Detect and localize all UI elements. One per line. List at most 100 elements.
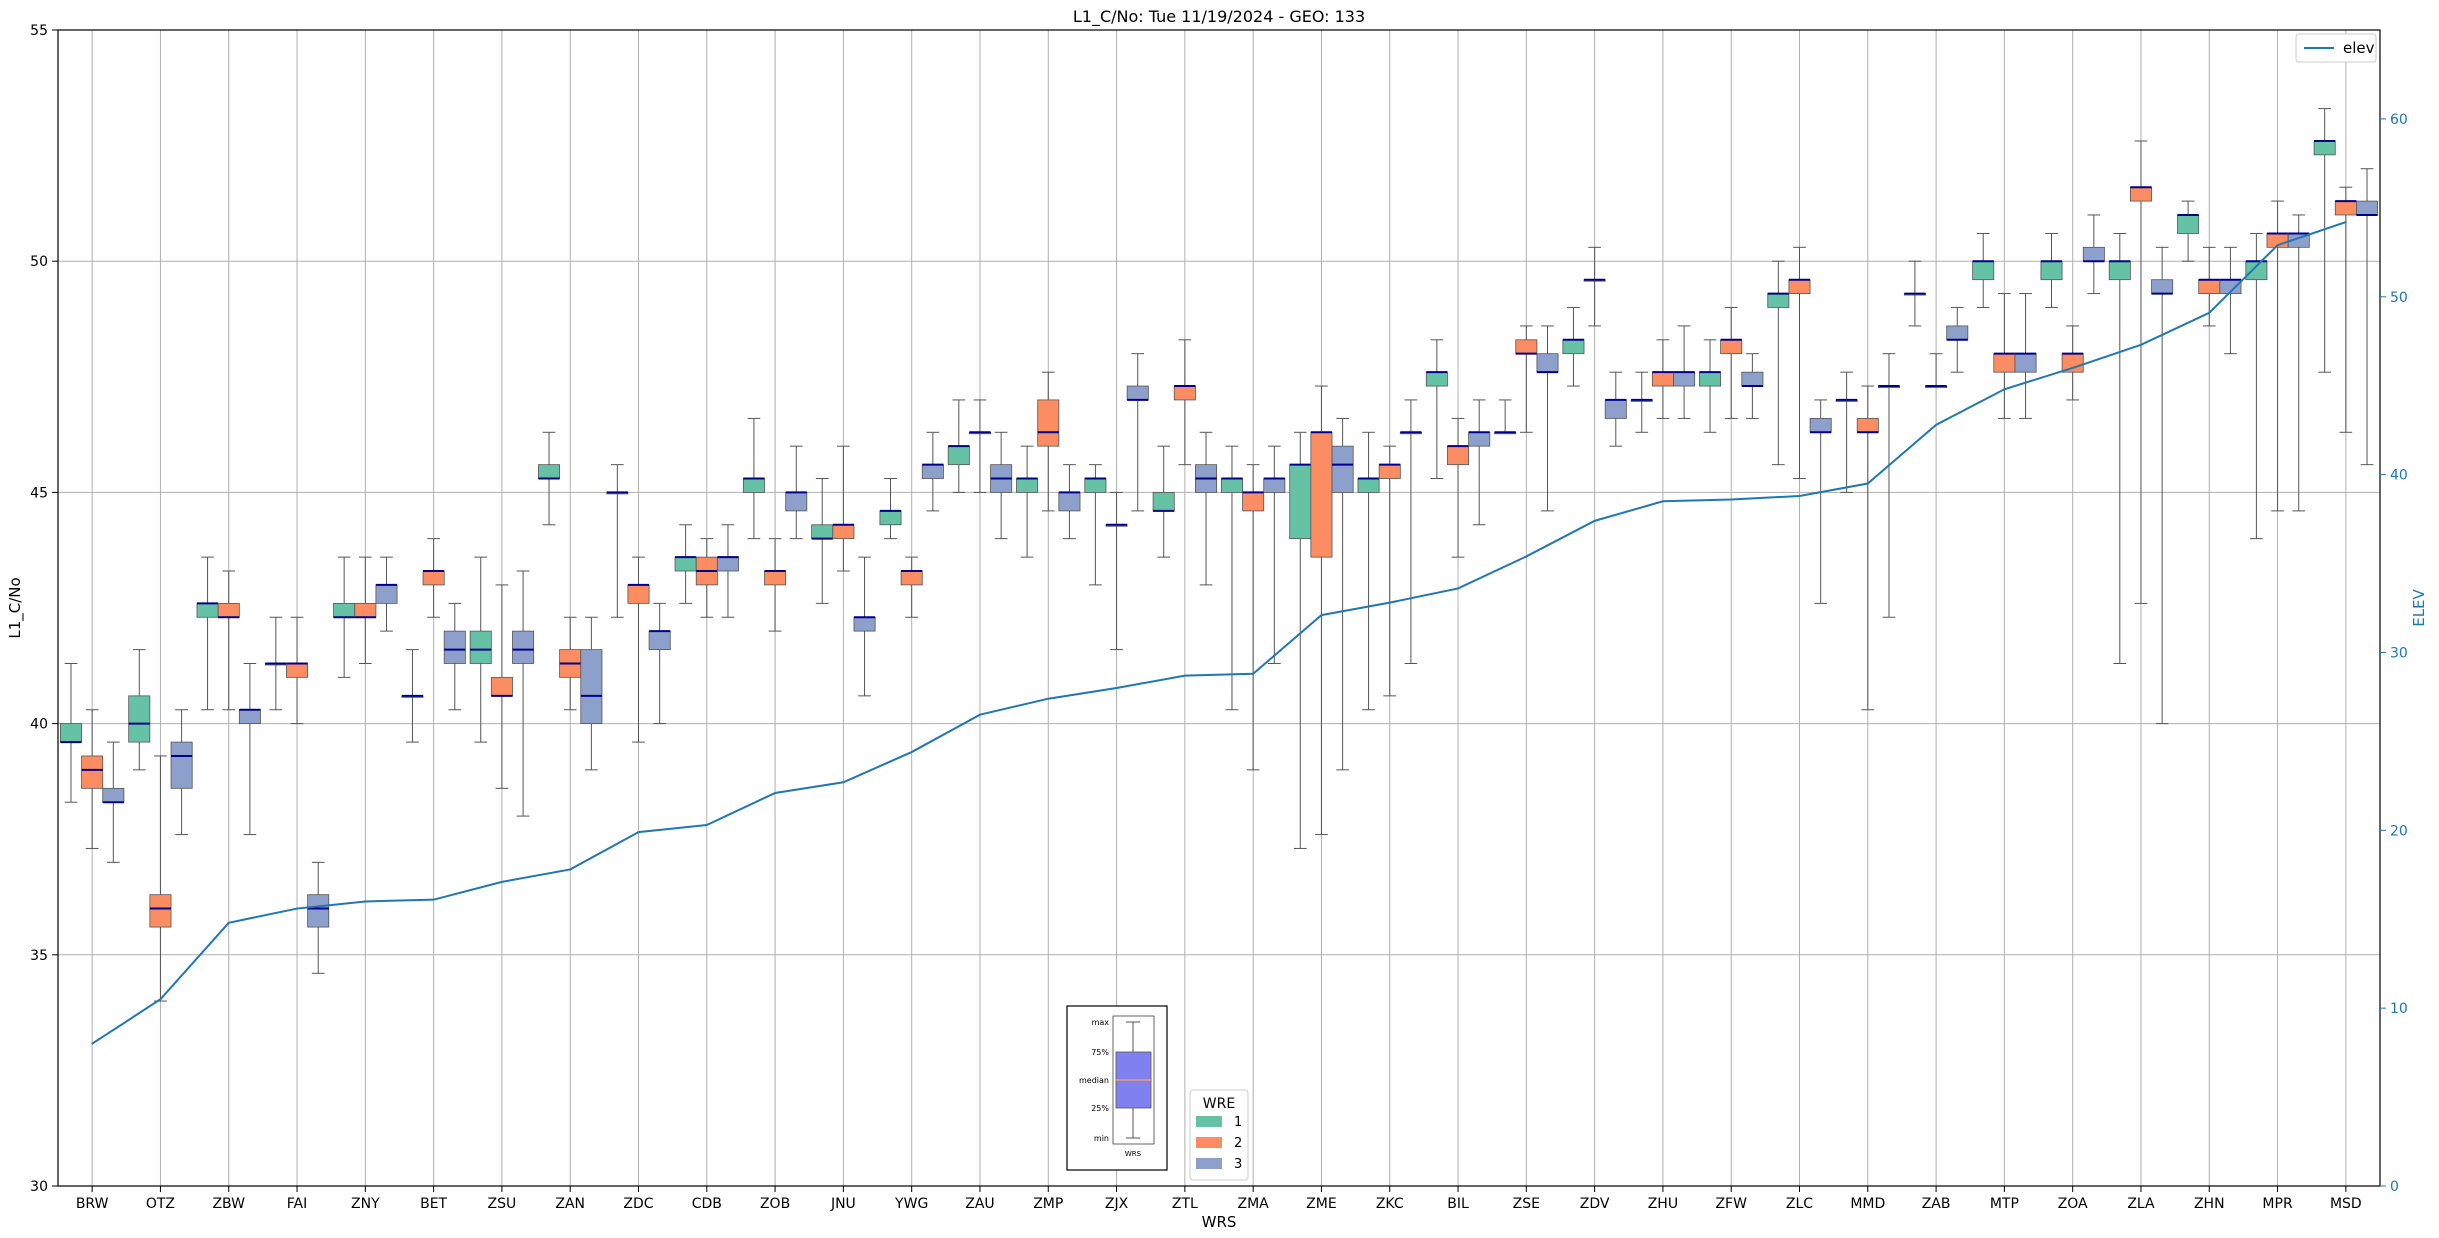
box-FAI-wre3 <box>307 861 330 974</box>
box-MTP-wre2 <box>1993 293 2016 419</box>
box-iqr <box>422 570 445 586</box>
elev-point <box>91 1042 93 1045</box>
box-ZME-wre3 <box>1331 417 1354 771</box>
box-MSD-wre2 <box>2334 186 2357 433</box>
elev-point <box>2140 343 2142 346</box>
elev-point <box>705 824 708 826</box>
box-iqr <box>2334 200 2357 216</box>
x-tick-label: ZJX <box>1105 1196 1129 1212</box>
y2-tick-label: 50 <box>2390 290 2408 306</box>
elev-point <box>979 713 981 716</box>
box-iqr <box>354 602 377 618</box>
x-tick-label: YWG <box>894 1196 928 1212</box>
elev-point <box>1184 674 1186 677</box>
box-ZDC-wre3 <box>648 602 671 725</box>
box-iqr <box>128 695 151 743</box>
box-ZAB-wre1 <box>1903 260 1926 327</box>
box-iqr <box>947 445 970 466</box>
x-tick-label: ZSE <box>1513 1196 1540 1212</box>
box-ZSU-wre2 <box>490 584 513 789</box>
box-iqr <box>170 741 193 789</box>
elev-point <box>1798 495 1801 497</box>
inset-key-label-median: median <box>1079 1076 1109 1085</box>
box-iqr <box>742 478 765 493</box>
box-iqr <box>1084 478 1107 493</box>
elev-point <box>1457 587 1459 590</box>
box-BRW-wre1 <box>59 662 82 803</box>
box-MSD-wre3 <box>2356 168 2379 466</box>
box-ZSE-wre1 <box>1494 399 1517 435</box>
box-iqr <box>238 709 261 725</box>
x-tick-label: MTP <box>1990 1196 2019 1212</box>
box-iqr <box>102 787 125 803</box>
box-BET-wre2 <box>422 538 445 618</box>
box-MMD-wre3 <box>1877 353 1900 618</box>
x-tick-label: ZMP <box>1033 1196 1063 1212</box>
box-ZME-wre2 <box>1310 385 1333 836</box>
box-ZMA-wre2 <box>1242 464 1265 771</box>
box-MTP-wre1 <box>1972 232 1995 308</box>
box-iqr <box>196 602 219 618</box>
legend-wre-label-3: 3 <box>1234 1157 1242 1172</box>
elev-point <box>774 792 776 794</box>
box-ZLA-wre2 <box>2129 140 2152 604</box>
box-BIL-wre3 <box>1468 399 1491 526</box>
box-BRW-wre2 <box>81 709 104 849</box>
x-tick-label: BIL <box>1447 1196 1469 1212</box>
elev-point <box>1525 555 1528 558</box>
box-ZAB-wre3 <box>1946 306 1969 373</box>
box-iqr <box>879 510 902 526</box>
box-iqr <box>1016 478 1039 493</box>
x-tick-label: ZNY <box>351 1196 380 1212</box>
elev-point <box>2003 388 2006 391</box>
elev-series <box>91 221 2347 1045</box>
box-ZSU-wre3 <box>512 570 535 817</box>
legend-wre: WRE 1 2 3 <box>1189 1089 1249 1181</box>
elev-point <box>1662 500 1664 503</box>
x-tick-label: BET <box>420 1196 447 1212</box>
legend-elev-label: elev <box>2343 39 2375 57</box>
box-iqr <box>1242 491 1265 512</box>
box-iqr <box>333 602 356 618</box>
y2-tick-label: 20 <box>2390 823 2408 839</box>
box-ZDV-wre3 <box>1604 371 1627 447</box>
y2-axis-label: ELEV <box>2410 588 2428 626</box>
elev-point <box>569 868 572 871</box>
elev-point <box>2208 311 2211 314</box>
box-iqr <box>1447 445 1470 466</box>
y2-tick-label: 10 <box>2390 1001 2408 1017</box>
box-iqr <box>1993 353 2016 373</box>
legend-wre-swatch-1 <box>1196 1116 1222 1127</box>
x-tick-label: JNU <box>830 1196 856 1212</box>
box-ZOB-wre3 <box>785 445 808 540</box>
x-tick-label: ZDV <box>1580 1196 1610 1212</box>
x-tick-label: ZDC <box>623 1196 653 1212</box>
box-ZMP-wre1 <box>1016 445 1039 558</box>
box-ZLC-wre2 <box>1788 246 1811 480</box>
box-iqr <box>1741 371 1764 387</box>
box-ZHU-wre1 <box>1630 371 1653 433</box>
x-tick-label: FAI <box>287 1196 307 1212</box>
box-JNU-wre2 <box>832 445 855 572</box>
box-iqr <box>648 630 671 651</box>
elev-point <box>1320 614 1323 616</box>
box-ZAN-wre3 <box>580 616 603 771</box>
box-iqr <box>1515 339 1538 355</box>
elev-point <box>501 881 503 883</box>
box-iqr <box>2040 260 2063 281</box>
elev-point <box>1593 520 1596 522</box>
box-iqr <box>1536 353 1559 373</box>
box-iqr <box>832 524 855 540</box>
box-iqr <box>1809 418 1832 433</box>
elev-point <box>296 907 298 910</box>
box-ZDV-wre2 <box>1583 246 1606 327</box>
box-iqr <box>1604 399 1627 419</box>
box-ZOA-wre3 <box>2082 214 2105 295</box>
elev-point <box>432 898 435 901</box>
box-iqr <box>2313 140 2336 156</box>
box-iqr <box>1562 339 1585 355</box>
x-tick-label: ZKC <box>1376 1196 1404 1212</box>
box-ZFW-wre1 <box>1699 339 1722 433</box>
box-ZTL-wre2 <box>1173 339 1196 466</box>
elev-point <box>1935 424 1937 426</box>
